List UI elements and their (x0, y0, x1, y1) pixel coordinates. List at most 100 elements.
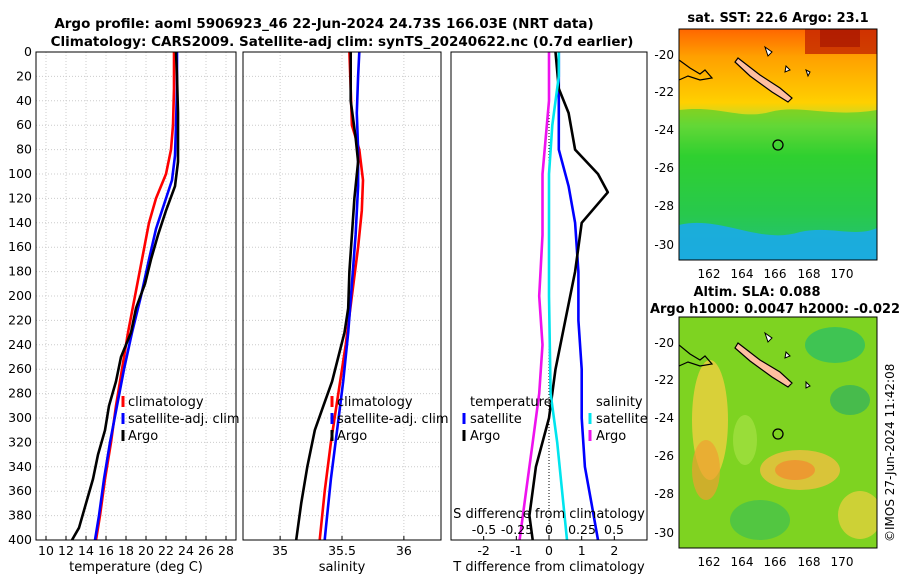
sst-ytick-2: -22 (654, 85, 674, 99)
s-tick-3: 0 (545, 522, 553, 537)
salinity-legend-climatology: climatology (337, 395, 413, 410)
difference-top-label: S difference from climatology (453, 507, 645, 522)
salinity-legend: climatology satellite-adj. clim Argo (330, 395, 449, 444)
imos-credit: ©IMOS 27-Jun-2024 11:42:08 (883, 364, 897, 542)
series-line-satellite-adj-clim (93, 52, 179, 541)
ytick-label: 120 (8, 190, 32, 205)
sla-ytick-5: -28 (654, 487, 674, 501)
ytick-label: 240 (8, 337, 32, 352)
ytick-label: 340 (8, 459, 32, 474)
sla-xtick-4: 168 (798, 555, 821, 569)
ytick-label: 220 (8, 312, 32, 327)
sst-ytick-6: -30 (654, 238, 674, 252)
figure-title-line2: Climatology: CARS2009. Satellite-adj cli… (51, 34, 634, 50)
xtick-label: 22 (158, 543, 174, 558)
ytick-label: 380 (8, 508, 32, 523)
ytick-label: 100 (8, 166, 32, 181)
ytick-label: 320 (8, 434, 32, 449)
temperature-panel: 10 12 14 16 18 20 22 24 26 28 0 20 40 60 80 100 120 140 1… (8, 44, 239, 575)
ytick-label: 260 (8, 361, 32, 376)
ytick-label: 40 (16, 93, 32, 108)
s-tick-2: -0.25 (501, 522, 533, 537)
xtick-label: 14 (78, 543, 94, 558)
temperature-legend-climatology: climatology (128, 395, 204, 410)
xtick-label: 0 (545, 543, 553, 558)
sla-xtick-5: 170 (831, 555, 854, 569)
sst-ytick-4: -26 (654, 161, 674, 175)
xtick-label: 24 (178, 543, 194, 558)
sst-map: sat. SST: 22.6 Argo: 23.1 162 164 166 16… (654, 11, 878, 281)
xtick-label: 18 (118, 543, 134, 558)
sst-xtick-1: 162 (698, 267, 721, 281)
xtick-label: 16 (98, 543, 114, 558)
xtick-label: 26 (198, 543, 214, 558)
ytick-label: 180 (8, 264, 32, 279)
figure-title-line1: Argo profile: aoml 5906923_46 22-Jun-202… (54, 16, 593, 32)
xtick-label: 12 (58, 543, 74, 558)
xtick-label: -2 (477, 543, 489, 558)
ytick-label: 160 (8, 239, 32, 254)
series-line-argo (294, 52, 360, 541)
sla-ytick-1: -20 (654, 336, 674, 350)
sla-xtick-2: 164 (731, 555, 754, 569)
sst-ytick-1: -20 (654, 48, 674, 62)
xtick-label: 35 (272, 543, 288, 558)
sla-map-title1: Altim. SLA: 0.088 (694, 285, 821, 300)
temperature-xlabel: temperature (deg C) (69, 560, 203, 575)
temperature-legend: climatology satellite-adj. clim Argo (121, 395, 240, 444)
series-line-s-satellite (547, 52, 569, 541)
difference-legend-temperature: temperature satellite Argo (462, 395, 552, 444)
salinity-legend-argo: Argo (337, 429, 367, 444)
sst-xtick-3: 166 (764, 267, 787, 281)
legend-salinity-title: salinity (596, 395, 643, 410)
difference-legend-salinity: salinity satellite Argo (588, 395, 648, 444)
xtick-label: 1 (578, 543, 586, 558)
s-tick-5: 0.5 (604, 522, 624, 537)
ytick-label: 0 (24, 44, 32, 59)
sst-xtick-2: 164 (731, 267, 754, 281)
sla-xtick-3: 166 (764, 555, 787, 569)
legend-t-argo: Argo (470, 429, 500, 444)
ytick-label: 400 (8, 532, 32, 547)
series-line-s-argo (518, 52, 551, 541)
sst-xtick-4: 168 (798, 267, 821, 281)
sla-ytick-2: -22 (654, 373, 674, 387)
salinity-legend-satellite: satellite-adj. clim (337, 412, 449, 427)
sst-xtick-5: 170 (831, 267, 854, 281)
sla-ytick-6: -30 (654, 526, 674, 540)
xtick-label: 20 (138, 543, 154, 558)
ytick-label: 300 (8, 410, 32, 425)
sla-map: Altim. SLA: 0.088 Argo h1000: 0.0047 h20… (650, 285, 900, 569)
sla-xtick-1: 162 (698, 555, 721, 569)
xtick-label: 2 (610, 543, 618, 558)
ytick-label: 80 (16, 142, 32, 157)
s-tick-4: 0.25 (568, 522, 596, 537)
sst-map-title: sat. SST: 22.6 Argo: 23.1 (687, 11, 868, 26)
xtick-label: 28 (218, 543, 234, 558)
series-line-climatology (318, 51, 365, 541)
xtick-label: 10 (38, 543, 54, 558)
xtick-label: 35.5 (328, 543, 356, 558)
difference-panel: -2 -1 0 1 2 T difference from climatology S … (450, 51, 648, 575)
sst-ytick-5: -28 (654, 199, 674, 213)
ytick-label: 140 (8, 215, 32, 230)
sst-ytick-3: -24 (654, 123, 674, 137)
legend-temperature-title: temperature (470, 395, 552, 410)
temperature-legend-satellite: satellite-adj. clim (128, 412, 240, 427)
sla-ytick-3: -24 (654, 411, 674, 425)
xtick-label: 36 (396, 543, 412, 558)
sla-ytick-4: -26 (654, 449, 674, 463)
ytick-label: 20 (16, 68, 32, 83)
s-tick-1: -0.5 (472, 522, 496, 537)
series-line-t-argo (528, 51, 610, 541)
ytick-label: 280 (8, 386, 32, 401)
ytick-label: 200 (8, 288, 32, 303)
legend-s-argo: Argo (596, 429, 626, 444)
salinity-panel: 35 35.5 36 salinity climatology satellite-… (242, 51, 449, 575)
series-line-t-satellite (557, 52, 600, 541)
temperature-legend-argo: Argo (128, 429, 158, 444)
ytick-label: 60 (16, 117, 32, 132)
sla-map-title2: Argo h1000: 0.0047 h2000: -0.022 (650, 302, 900, 317)
difference-xlabel: T difference from climatology (452, 560, 645, 575)
